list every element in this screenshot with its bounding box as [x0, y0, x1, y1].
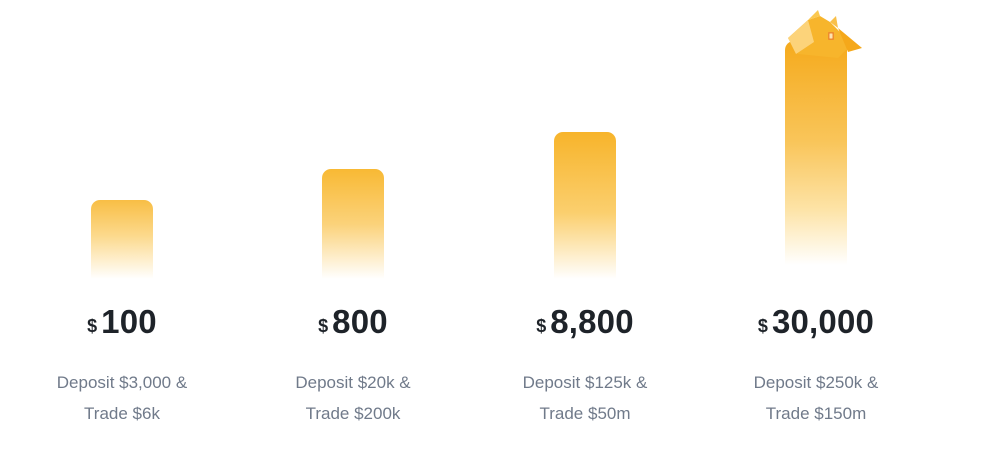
- deposit-requirement: Deposit $20k &: [295, 373, 411, 392]
- reward-requirement: Deposit $20k & Trade $200k: [233, 367, 473, 429]
- reward-bar: [91, 200, 153, 279]
- trade-requirement: Trade $6k: [84, 404, 160, 423]
- reward-bar: [785, 41, 847, 265]
- deposit-requirement: Deposit $125k &: [522, 373, 648, 392]
- reward-amount: $8,800: [465, 303, 705, 341]
- trade-requirement: Trade $150m: [765, 404, 867, 423]
- deposit-requirement: Deposit $3,000 &: [56, 373, 188, 392]
- currency-symbol: $: [318, 316, 329, 336]
- currency-symbol: $: [87, 316, 98, 336]
- reward-bar: [322, 169, 384, 279]
- reward-tier-8800: $8,800 Deposit $125k & Trade $50m: [465, 0, 705, 463]
- reward-tier-100: $100 Deposit $3,000 & Trade $6k: [2, 0, 242, 463]
- amount-value: 30,000: [771, 303, 875, 340]
- amount-value: 100: [101, 303, 157, 340]
- reward-tier-800: $800 Deposit $20k & Trade $200k: [233, 0, 473, 463]
- reward-amount: $30,000: [696, 303, 936, 341]
- trade-requirement: Trade $50m: [539, 404, 631, 423]
- reward-tier-30000: $30,000 Deposit $250k & Trade $150m: [696, 0, 936, 463]
- reward-bar: [554, 132, 616, 279]
- reward-requirement: Deposit $125k & Trade $50m: [465, 367, 705, 429]
- reward-requirement: Deposit $3,000 & Trade $6k: [2, 367, 242, 429]
- deposit-requirement: Deposit $250k &: [753, 373, 879, 392]
- reward-amount: $800: [233, 303, 473, 341]
- amount-value: 8,800: [550, 303, 634, 340]
- currency-symbol: $: [757, 316, 768, 336]
- crown-icon: [788, 10, 862, 58]
- currency-symbol: $: [536, 316, 547, 336]
- trade-requirement: Trade $200k: [305, 404, 401, 423]
- reward-amount: $100: [2, 303, 242, 341]
- reward-requirement: Deposit $250k & Trade $150m: [696, 367, 936, 429]
- amount-value: 800: [332, 303, 388, 340]
